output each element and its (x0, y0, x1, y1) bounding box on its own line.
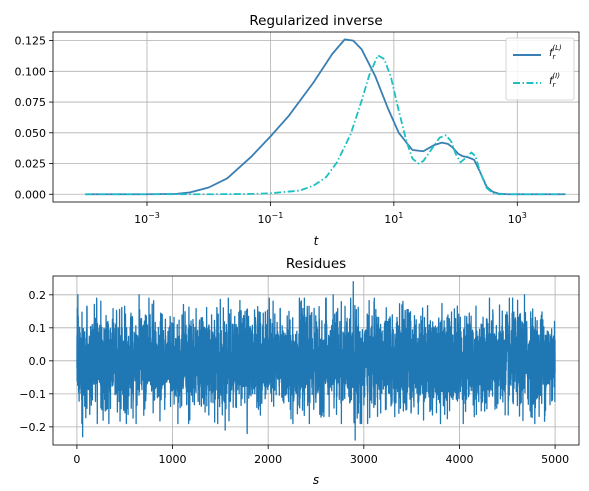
chart2-title: Residues (286, 256, 346, 272)
legend-label-series-1: fr(L) (549, 44, 562, 61)
chart1-series (85, 38, 566, 196)
chart1-grid (53, 32, 579, 202)
chart1-y-tick-label: 0.125 (15, 35, 47, 48)
chart2-y-tick-label: 0.2 (29, 289, 47, 302)
chart-regularized-inverse: Regularized inverse 10−3 10−1 101 103 0.000 0… (15, 13, 580, 248)
chart2-y-tick-label: −0.1 (19, 388, 46, 401)
chart1-series-1-line (85, 38, 566, 196)
chart1-x-tick-label: 103 (508, 211, 527, 226)
chart2-x-tick-label: 2000 (254, 453, 282, 466)
chart2-y-tick-label: 0.1 (29, 322, 47, 335)
chart1-ticks: 10−3 10−1 101 103 0.000 0.025 0.050 0.075 0.100 0… (15, 35, 527, 226)
chart1-y-tick-label: 0.075 (15, 96, 47, 109)
chart1-y-tick-label: 0.050 (15, 127, 47, 140)
chart2-residues-line (76, 280, 556, 441)
chart2-series (76, 280, 556, 441)
chart1-y-tick-label: 0.025 (15, 158, 47, 171)
chart1-axes-frame (52, 31, 580, 203)
chart2-y-tick-label: −0.2 (19, 421, 46, 434)
chart2-y-tick-label: 0.0 (29, 355, 47, 368)
chart1-y-tick-label: 0.100 (15, 65, 47, 78)
chart2-x-tick-label: 4000 (445, 453, 473, 466)
chart1-x-tick-label: 10−1 (258, 211, 284, 226)
chart1-legend: fr(L) fr(I) (505, 37, 575, 101)
legend-label-series-2: fr(I) (549, 72, 560, 89)
chart2-ticks: 0 1000 2000 3000 4000 5000 −0.2 −0.1 0.0 0.1 0.2 (19, 289, 569, 466)
legend-box (505, 37, 575, 101)
chart1-x-axis-label: t (314, 234, 320, 248)
chart1-x-tick-label: 10−3 (134, 211, 160, 226)
chart2-x-tick-label: 1000 (159, 453, 187, 466)
chart-residues: Residues 0 1000 2000 3000 4000 5000 −0.2 −0.1 0.… (19, 256, 580, 487)
chart1-y-tick-label: 0.000 (15, 188, 47, 201)
chart1-x-tick-label: 101 (384, 211, 403, 226)
chart1-series-2-line (85, 54, 566, 196)
chart2-x-axis-label: s (313, 473, 319, 487)
chart2-x-tick-label: 0 (73, 453, 80, 466)
chart1-title: Regularized inverse (249, 13, 382, 29)
chart2-x-tick-label: 5000 (541, 453, 569, 466)
chart2-x-tick-label: 3000 (350, 453, 378, 466)
